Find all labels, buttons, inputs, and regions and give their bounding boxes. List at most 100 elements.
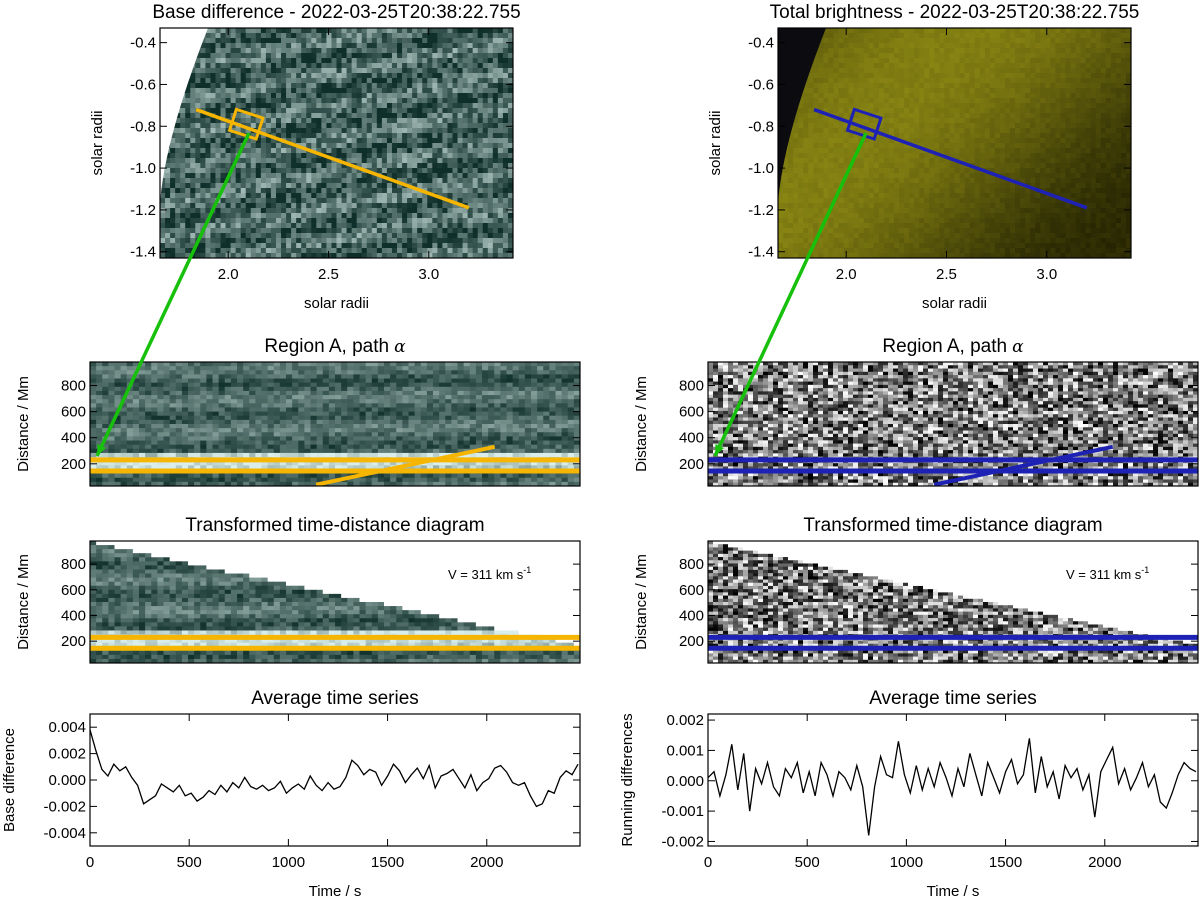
image-pixel <box>1025 63 1031 69</box>
image-pixel <box>1020 148 1026 154</box>
image-pixel <box>160 203 166 209</box>
image-pixel <box>422 223 428 229</box>
image-pixel <box>462 208 469 214</box>
image-pixel <box>939 63 945 69</box>
image-pixel <box>230 218 237 224</box>
image-pixel <box>180 168 186 174</box>
image-pixel <box>210 193 216 199</box>
image-pixel <box>210 118 216 124</box>
image-pixel <box>190 128 196 134</box>
image-pixel <box>265 113 272 119</box>
image-pixel <box>306 28 312 34</box>
image-pixel <box>1120 143 1127 149</box>
image-pixel <box>848 138 855 144</box>
image-pixel <box>311 223 317 229</box>
image-pixel <box>230 103 237 109</box>
image-pixel <box>402 248 408 254</box>
image-pixel <box>1040 103 1046 109</box>
image-pixel <box>215 233 221 239</box>
image-pixel <box>447 48 453 54</box>
image-pixel <box>175 143 181 149</box>
image-pixel <box>1055 113 1061 119</box>
image-pixel <box>919 48 925 54</box>
image-pixel <box>1125 28 1131 34</box>
image-pixel <box>507 198 513 204</box>
image-pixel <box>477 168 484 174</box>
image-pixel <box>417 33 423 39</box>
image-pixel <box>366 108 373 114</box>
image-pixel <box>487 188 494 194</box>
image-pixel <box>462 233 469 239</box>
image-pixel <box>215 68 221 74</box>
image-pixel <box>1004 108 1011 114</box>
image-pixel <box>422 198 428 204</box>
image-pixel <box>919 58 925 64</box>
image-pixel <box>457 28 463 34</box>
image-pixel <box>949 48 955 54</box>
image-pixel <box>240 43 247 49</box>
image-pixel <box>185 158 191 164</box>
image-pixel <box>989 128 996 134</box>
image-pixel <box>482 193 489 199</box>
image-pixel <box>381 143 388 149</box>
image-pixel <box>275 218 282 224</box>
image-pixel <box>220 193 226 199</box>
image-pixel <box>165 178 171 184</box>
image-pixel <box>1055 123 1061 129</box>
image-pixel <box>1115 33 1122 39</box>
image-pixel <box>346 228 353 234</box>
image-pixel <box>175 153 181 159</box>
image-pixel <box>376 148 383 154</box>
image-pixel <box>487 128 494 134</box>
image-pixel <box>286 73 292 79</box>
image-pixel <box>1060 93 1066 99</box>
image-pixel <box>185 233 191 239</box>
image-pixel <box>949 28 955 34</box>
image-pixel <box>422 208 428 214</box>
image-pixel <box>472 188 479 194</box>
image-pixel <box>195 173 201 179</box>
image-pixel <box>497 253 504 258</box>
image-pixel <box>823 63 829 69</box>
image-pixel <box>275 113 282 119</box>
image-pixel <box>457 133 463 139</box>
image-pixel <box>291 228 297 234</box>
image-pixel <box>482 93 489 99</box>
image-pixel <box>306 73 312 79</box>
image-pixel <box>321 228 327 234</box>
image-pixel <box>868 58 875 64</box>
image-pixel <box>402 178 408 184</box>
image-pixel <box>235 88 242 94</box>
image-pixel <box>1060 113 1066 119</box>
image-pixel <box>487 213 494 219</box>
image-pixel <box>999 143 1006 149</box>
image-pixel <box>291 53 297 59</box>
image-pixel <box>386 53 393 59</box>
image-pixel <box>270 173 277 179</box>
image-pixel <box>873 33 880 39</box>
image-pixel <box>215 73 221 79</box>
image-pixel <box>286 208 292 214</box>
image-pixel <box>301 158 307 164</box>
image-pixel <box>893 28 900 34</box>
image-pixel <box>422 83 428 89</box>
image-pixel <box>878 148 885 154</box>
image-pixel <box>250 248 257 254</box>
image-pixel <box>210 243 216 249</box>
image-pixel <box>417 228 423 234</box>
image-pixel <box>1030 133 1036 139</box>
image-pixel <box>306 233 312 239</box>
image-pixel <box>1055 88 1061 94</box>
image-pixel <box>1060 48 1066 54</box>
image-pixel <box>999 108 1006 114</box>
image-pixel <box>407 93 413 99</box>
image-pixel <box>407 118 413 124</box>
image-pixel <box>904 113 910 119</box>
image-pixel <box>1040 98 1046 104</box>
image-pixel <box>447 118 453 124</box>
image-pixel <box>326 43 332 49</box>
image-pixel <box>502 193 509 199</box>
image-pixel <box>934 73 940 79</box>
image-pixel <box>311 108 317 114</box>
image-pixel <box>265 193 272 199</box>
